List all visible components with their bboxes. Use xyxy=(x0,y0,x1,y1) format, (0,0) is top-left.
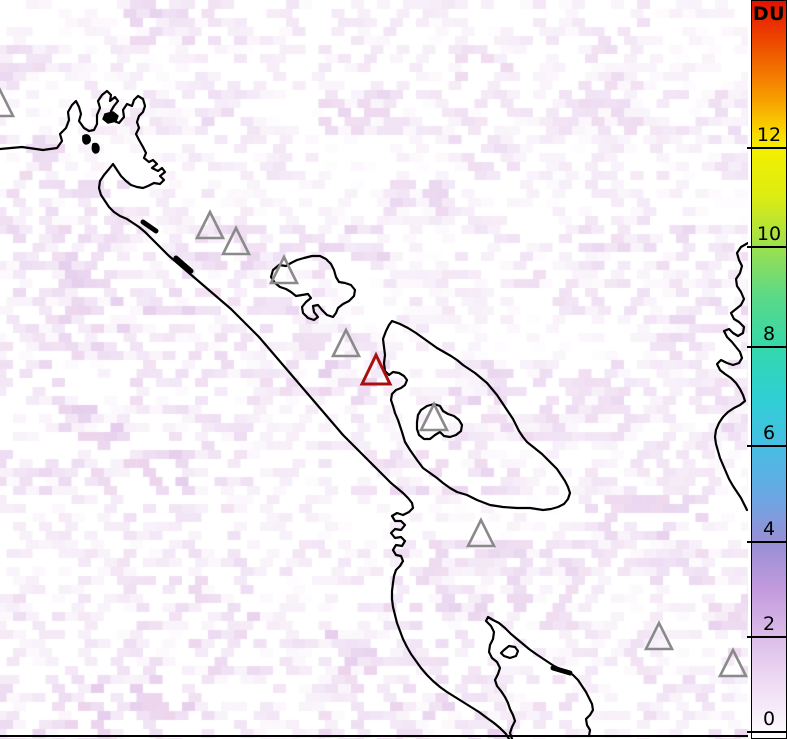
volcano-marker xyxy=(717,647,748,678)
colorbar: DU 12 10 8 6 4 2 0 xyxy=(747,0,787,739)
map-svg xyxy=(0,87,748,739)
island-large xyxy=(381,319,572,512)
colorbar-tick-line-2 xyxy=(747,636,786,638)
colorbar-tick-label-2: 2 xyxy=(762,613,776,635)
coastline-mainland xyxy=(0,89,511,739)
caldera-lake xyxy=(415,402,464,441)
map-frame-bottom xyxy=(0,735,748,737)
islet-2 xyxy=(91,142,100,154)
volcano-marker xyxy=(465,517,497,548)
colorbar-tick-line-8 xyxy=(747,346,786,348)
colorbar-tick-label-12: 12 xyxy=(756,124,782,146)
volcano-marker xyxy=(643,620,675,651)
volcano-marker xyxy=(0,87,16,118)
aerosol-field-canvas xyxy=(0,0,748,739)
island-small-claw xyxy=(269,254,357,322)
volcano-marker xyxy=(330,327,362,358)
colorbar-tick-line-0 xyxy=(747,731,786,733)
cape-south xyxy=(484,615,595,739)
volcano-marker xyxy=(220,225,252,256)
islet-3 xyxy=(102,111,119,124)
colorbar-unit-label: DU xyxy=(752,3,786,25)
coast-blob-2 xyxy=(173,255,194,274)
coast-blob-1 xyxy=(140,219,159,234)
colorbar-tick-label-4: 4 xyxy=(762,518,776,540)
volcano-marker xyxy=(418,401,450,432)
colorbar-tick-label-10: 10 xyxy=(756,223,782,245)
colorbar-tick-line-6 xyxy=(747,445,786,447)
colorbar-tick-label-0: 0 xyxy=(762,708,776,730)
volcano-marker xyxy=(268,254,300,285)
coastline-east xyxy=(713,241,748,512)
colorbar-tick-line-12 xyxy=(747,147,786,149)
colorbar-tick-line-10 xyxy=(747,246,786,248)
colorbar-tick-label-6: 6 xyxy=(762,422,776,444)
map-area xyxy=(0,0,748,739)
active-volcano-marker xyxy=(359,351,393,386)
volcano-marker xyxy=(194,209,226,240)
colorbar-tick-line-4 xyxy=(747,541,786,543)
colorbar-tick-label-8: 8 xyxy=(762,323,776,345)
cape-lake xyxy=(499,644,520,660)
coast-blob-3 xyxy=(550,665,573,676)
islet-1 xyxy=(82,134,91,145)
